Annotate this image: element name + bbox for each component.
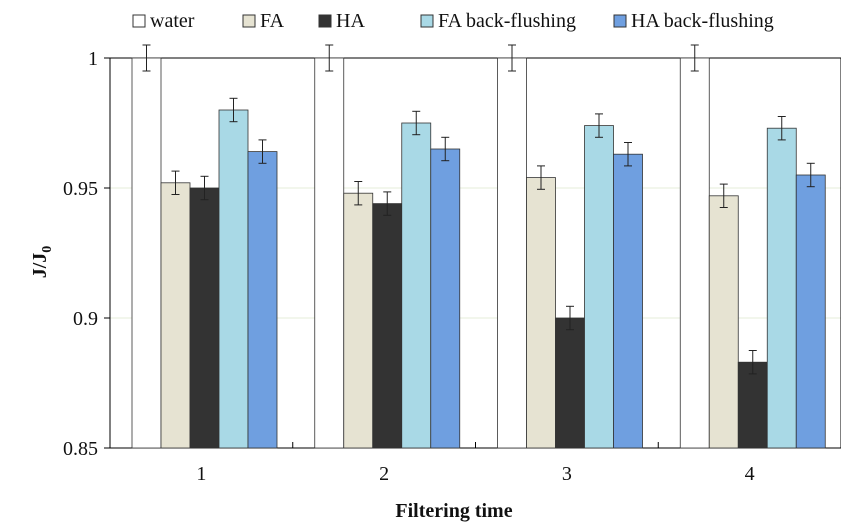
legend-item: FA [242, 10, 285, 32]
legend-swatch [242, 14, 256, 28]
legend-item: HA back-flushing [613, 10, 774, 32]
x-tick-label: 3 [562, 463, 572, 485]
bar-fa [160, 182, 191, 449]
y-tick-label: 0.85 [63, 438, 98, 460]
y-tick-label: 1 [88, 48, 98, 70]
bar-fa [343, 192, 374, 449]
bars-layer [131, 57, 826, 449]
y-axis: 0.85 0.9 0.95 1 [63, 48, 110, 460]
legend-item: FA back-flushing [420, 10, 576, 32]
y-axis-label-subscript: 0 [40, 246, 55, 253]
bar-ha-back-flushing [795, 174, 826, 449]
x-axis-label: Filtering time [395, 500, 512, 522]
legend-item: water [132, 10, 195, 32]
bar-fa-back-flushing [766, 127, 797, 449]
legend-label: FA back-flushing [438, 10, 576, 32]
bar-water [314, 57, 345, 449]
bar-ha-back-flushing [430, 148, 461, 449]
y-tick-label: 0.9 [73, 308, 98, 330]
legend-item: HA [318, 10, 365, 32]
legend-swatch [132, 14, 146, 28]
y-tick-label: 0.95 [63, 178, 98, 200]
bar-ha-back-flushing [613, 153, 643, 449]
x-axis: 1 2 3 4 [196, 442, 755, 485]
chart-legend: water FA HA FA back-flushing HA back-flushin… [132, 10, 774, 32]
bar-ha [372, 203, 403, 449]
bar-ha [189, 187, 220, 449]
bar-ha [555, 317, 585, 449]
y-axis-label: J/J0 [29, 246, 55, 279]
legend-label: HA back-flushing [631, 10, 774, 32]
legend-swatch [613, 14, 627, 28]
error-bars-layer [142, 44, 815, 375]
legend-label: FA [260, 10, 285, 32]
bar-water [679, 57, 710, 449]
legend-label: HA [336, 10, 365, 32]
bar-fa-back-flushing [401, 122, 432, 449]
bar-fa-back-flushing [584, 125, 614, 449]
bar-ha-back-flushing [247, 151, 278, 449]
x-tick-label: 1 [196, 463, 206, 485]
x-tick-label: 2 [379, 463, 389, 485]
bar-water [497, 57, 527, 449]
x-tick-label: 4 [745, 463, 755, 485]
bar-ha [737, 361, 768, 449]
bar-fa [708, 195, 739, 449]
bar-fa [526, 177, 556, 449]
legend-swatch [420, 14, 434, 28]
legend-swatch [318, 14, 332, 28]
bar-fa-back-flushing [218, 109, 249, 449]
bar-water [131, 57, 162, 449]
legend-label: water [150, 10, 195, 32]
